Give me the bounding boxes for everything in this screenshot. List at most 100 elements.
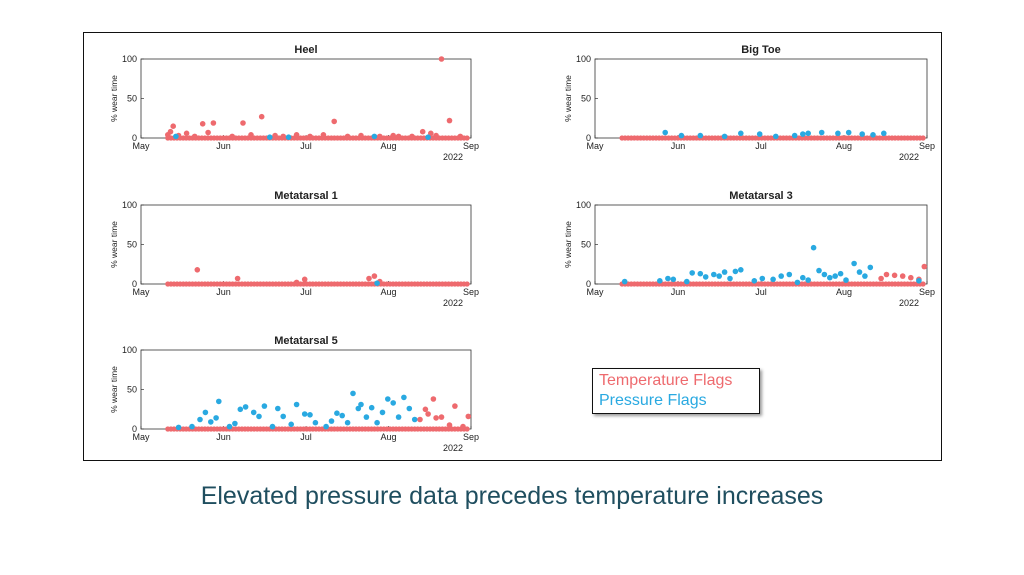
pressure-point [355,405,362,412]
pressure-point [242,404,249,410]
x-axis-year: 2022 [899,152,919,162]
pressure-point [756,131,763,137]
pressure-point [697,270,704,277]
pressure-point [721,133,728,140]
pressure-point [662,129,668,136]
temperature-point [409,133,415,140]
temperature-point [452,403,458,409]
y-axis-label: % wear time [563,75,573,122]
y-tick-label: 100 [122,345,137,355]
temperature-point [422,406,429,413]
pressure-point [256,413,262,420]
x-tick-label: Sep [463,287,479,297]
pressure-point [702,274,709,280]
pressure-point [835,130,841,137]
chart-title: Metatarsal 3 [729,190,793,202]
pressure-point [751,278,758,284]
temperature-point [908,274,914,281]
y-tick-label: 0 [132,424,137,434]
pressure-point [173,133,179,140]
temperature-point [433,132,439,139]
pressure-point [657,278,663,284]
pressure-point [267,134,273,140]
y-tick-label: 0 [586,133,591,143]
pressure-point [269,423,276,430]
temperature-point [377,133,383,140]
legend-item-temperature: Temperature Flags [599,372,733,389]
pressure-point [261,403,268,409]
temperature-point [891,272,898,279]
x-tick-label: May [132,287,150,297]
temperature-point [194,267,201,273]
pressure-point [716,273,722,279]
temperature-point [280,133,287,140]
temperature-baseline-point [464,281,470,287]
x-axis-year: 2022 [443,443,463,453]
pressure-point [794,279,801,286]
pressure-point [805,277,811,283]
pressure-point [773,133,779,140]
pressure-point [711,271,717,278]
temperature-point [229,133,235,140]
temperature-point [883,271,890,278]
pressure-point [374,280,380,287]
temperature-point [210,120,217,126]
legend-item-pressure: Pressure Flags [599,392,707,409]
x-tick-label: Jul [755,287,767,297]
pressure-point [665,275,671,282]
x-tick-label: Sep [919,141,935,151]
pressure-point [275,405,281,412]
pressure-point [870,132,876,138]
temperature-point [248,132,254,138]
pressure-point [411,416,418,423]
x-tick-label: Aug [380,287,396,297]
temperature-point [272,132,278,139]
pressure-point [307,412,313,418]
caption: Elevated pressure data precedes temperat… [200,482,824,510]
pressure-point [805,130,811,137]
pressure-point [670,276,677,283]
pressure-point [293,401,300,408]
pressure-point [684,278,690,285]
pressure-point [285,134,292,140]
y-tick-label: 50 [127,94,137,104]
pressure-point [216,398,222,405]
temperature-point [240,120,246,126]
pressure-point [697,132,704,139]
chart-title: Heel [294,44,317,56]
temperature-point [417,416,423,423]
y-tick-label: 0 [132,133,137,143]
x-tick-label: Jul [300,287,312,297]
temperature-baseline-point [464,426,470,432]
pressure-point [786,271,793,278]
temperature-point [191,133,198,140]
pressure-point [208,419,214,425]
pressure-point [800,274,806,281]
pressure-point [727,275,733,282]
pressure-point [390,400,397,406]
pressure-point [202,409,209,416]
y-axis-label: % wear time [109,221,119,268]
x-tick-label: Jul [755,141,767,151]
pressure-point [280,413,287,420]
pressure-point [323,423,329,430]
pressure-point [425,134,431,140]
temperature-point [258,113,265,120]
temperature-point [425,411,431,417]
temperature-baseline-point [920,281,926,287]
temperature-point [366,275,372,282]
pressure-point [732,268,739,275]
axes-box [140,58,472,139]
x-tick-label: Jul [300,432,312,442]
temperature-point [293,279,300,286]
pressure-point [810,244,817,251]
temperature-point [390,132,397,139]
x-tick-label: Jun [216,432,231,442]
temperature-point [419,128,426,135]
pressure-point [738,267,744,273]
temperature-point [921,263,928,270]
pressure-point [621,278,628,285]
axes-box [594,58,928,139]
axes-box [140,204,472,285]
pressure-point [334,410,340,417]
